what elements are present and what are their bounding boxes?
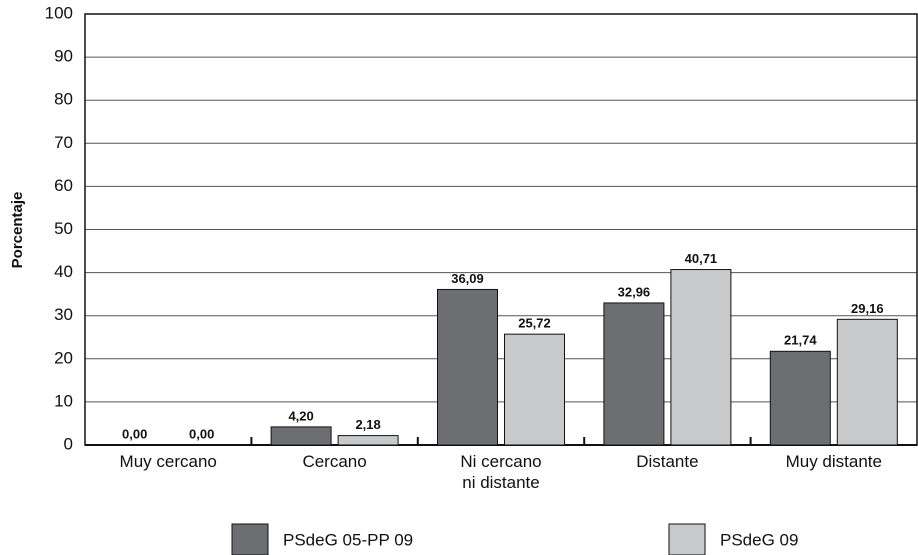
- y-tick-label: 20: [54, 348, 73, 367]
- y-tick-label: 70: [54, 133, 73, 152]
- legend-swatch: [231, 523, 269, 555]
- data-label: 40,71: [685, 251, 718, 266]
- x-tick-label-box: Cercano: [302, 452, 367, 471]
- bar: [270, 426, 332, 446]
- y-tick-label: 10: [54, 391, 73, 410]
- x-tick-label: Muy cercano: [119, 452, 217, 471]
- legend-label: PSdeG 05-PP 09: [283, 530, 413, 549]
- y-tick-label: 50: [54, 219, 73, 238]
- bar: [769, 350, 831, 446]
- x-tick-label-box: Muy cercano: [119, 452, 217, 471]
- data-label: 2,18: [355, 417, 380, 432]
- y-tick-label: 40: [54, 262, 73, 281]
- bar: [437, 288, 498, 446]
- data-label: 36,09: [451, 271, 484, 286]
- data-label: 32,96: [618, 284, 651, 299]
- data-label: 21,74: [784, 333, 817, 348]
- bar: [603, 302, 665, 446]
- data-label: 25,72: [518, 316, 551, 331]
- legend-label: PSdeG 09: [720, 530, 798, 549]
- x-tick-label-box: Ni cercano ni distante: [460, 452, 542, 492]
- y-tick-label: 100: [45, 3, 73, 22]
- y-tick-label: 30: [54, 305, 73, 324]
- y-tick-label: 80: [54, 90, 73, 109]
- y-tick-label: 90: [54, 47, 73, 66]
- data-label: 0,00: [122, 426, 147, 441]
- x-tick-label-box: Distante: [636, 452, 699, 471]
- data-label: 29,16: [851, 301, 884, 316]
- bar: [504, 333, 565, 446]
- x-tick-label: Distante: [636, 452, 699, 471]
- data-label: 0,00: [189, 426, 214, 441]
- y-tick-label: 0: [64, 434, 73, 453]
- x-tick-label: Muy distante: [785, 452, 882, 471]
- x-tick-label: Cercano: [302, 452, 367, 471]
- x-tick-label: Ni cercano ni distante: [460, 452, 542, 492]
- y-axis-label: Porcentaje: [9, 192, 26, 269]
- y-tick-label: 60: [54, 176, 73, 195]
- x-tick-label-box: Muy distante: [785, 452, 882, 471]
- bar: [337, 435, 399, 446]
- legend-swatch: [668, 523, 706, 555]
- bar: [670, 269, 732, 446]
- data-label: 4,20: [288, 408, 313, 423]
- bar: [836, 318, 898, 446]
